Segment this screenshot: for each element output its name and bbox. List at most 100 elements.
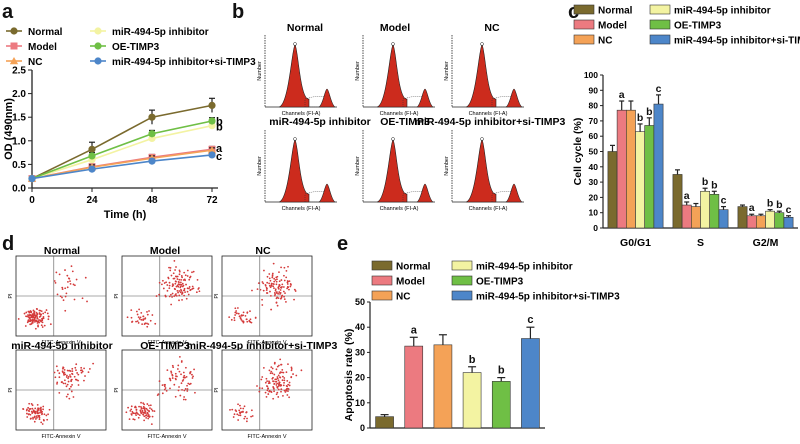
scatter-dot	[73, 375, 76, 378]
scatter-dot	[135, 310, 138, 313]
scatter-dot	[192, 270, 195, 273]
scatter-dot	[238, 414, 240, 417]
peak-marker	[480, 42, 484, 46]
scatter-dot	[242, 411, 244, 413]
scatter-dot	[68, 387, 71, 390]
scatter-dot	[286, 394, 289, 396]
legend-label-nc: NC	[396, 292, 410, 303]
y-tick-label: 50	[589, 147, 599, 157]
scatter-dot	[171, 364, 174, 367]
scatter-dot	[250, 409, 253, 412]
scatter-dot	[173, 383, 176, 386]
scatter-dot	[256, 288, 259, 291]
scatter-dot	[34, 316, 37, 319]
scatter-dot	[170, 371, 173, 374]
scatter-dot	[32, 416, 34, 419]
g1-peak	[376, 44, 408, 108]
scatter-dot	[66, 374, 68, 377]
scatter-dot	[34, 327, 37, 330]
significance-letter: c	[721, 195, 727, 207]
scatter-dot	[266, 385, 269, 388]
scatter-dot	[232, 416, 235, 418]
scatter-dot	[194, 391, 196, 394]
scatter-dot	[146, 311, 148, 313]
scatter-dot	[191, 373, 193, 376]
g1-peak	[278, 139, 310, 203]
legend-swatch	[649, 19, 671, 30]
scatter-dot	[56, 293, 59, 296]
scatter-dot	[176, 278, 179, 280]
scatter-dot	[58, 273, 61, 276]
scatter-dot	[40, 324, 43, 327]
scatter-dot	[17, 318, 20, 320]
scatter-dot	[275, 368, 278, 371]
scatter-dot	[139, 316, 142, 319]
scatter-dot	[182, 371, 185, 374]
significance-letter: c	[656, 83, 662, 95]
scatter-dot	[191, 285, 194, 288]
scatter-dot	[285, 276, 288, 279]
scatter-dot	[61, 296, 63, 299]
scatter-dot	[149, 407, 151, 410]
scatter-dot	[26, 412, 28, 415]
scatter-dot	[278, 381, 281, 384]
scatter-dot	[37, 414, 40, 417]
scatter-dot	[183, 294, 186, 297]
y-tick-label: 10	[589, 208, 599, 218]
scatter-dot	[69, 374, 71, 376]
scatter-dot	[36, 410, 39, 413]
scatter-y-title: PI	[214, 293, 220, 299]
scatter-dot	[161, 384, 164, 387]
scatter-dot	[191, 377, 194, 379]
scatter-dot	[261, 387, 264, 390]
y-tick-label: 0.0	[12, 184, 26, 195]
y-tick-label: 60	[589, 131, 599, 141]
scatter-dot	[179, 291, 182, 294]
scatter-dot	[58, 391, 61, 394]
scatter-dot	[38, 316, 41, 318]
significance-letter: b	[637, 112, 643, 124]
scatter-dot	[273, 277, 276, 280]
histogram-title-normal: Normal	[287, 22, 323, 34]
scatter-dot	[64, 309, 67, 312]
significance-letter: c	[216, 151, 222, 163]
scatter-dot	[36, 320, 39, 323]
scatter-dot	[244, 415, 247, 418]
scatter-dot	[290, 366, 293, 369]
scatter-dot	[143, 419, 146, 422]
scatter-dot	[239, 317, 242, 320]
scatter-dot	[290, 369, 293, 372]
x-tick-label: 0	[29, 195, 35, 206]
scatter-dot	[274, 378, 277, 381]
scatter-dot	[83, 367, 85, 370]
panel-a-line-chart: a 0.0 0.5 1.0 1.5 2.0 2.5 0 24 48 72 Time (h) OD (49…	[2, 1, 256, 221]
series-line-mir-494-5p-inhibitor-si-timp3	[31, 154, 213, 180]
scatter-dot	[270, 370, 273, 373]
scatter-dot	[282, 371, 285, 374]
scatter-dot	[148, 310, 150, 312]
bar-g2-m-model	[746, 215, 757, 229]
scatter-dot	[266, 389, 269, 392]
scatter-dot	[175, 280, 177, 283]
data-point-oe-timp3	[208, 117, 216, 125]
legend-swatch	[649, 4, 671, 15]
scatter-dot	[285, 269, 288, 272]
scatter-dot	[245, 420, 248, 423]
scatter-dot	[264, 284, 267, 287]
histogram-x-title: Channels (FI-A)	[380, 111, 419, 117]
scatter-dot	[63, 371, 66, 374]
scatter-dot	[272, 262, 275, 265]
scatter-dot	[191, 271, 193, 274]
scatter-dot	[273, 373, 276, 376]
scatter-dot	[236, 312, 238, 315]
scatter-dot	[172, 284, 175, 287]
g2-peak	[505, 88, 523, 108]
scatter-dot	[66, 286, 69, 289]
scatter-dot	[269, 286, 272, 289]
scatter-dot	[275, 301, 278, 304]
scatter-dot	[151, 415, 154, 418]
series-line-normal	[31, 104, 213, 180]
scatter-dot	[180, 275, 183, 277]
scatter-dot	[245, 318, 248, 321]
scatter-dot	[229, 408, 231, 411]
